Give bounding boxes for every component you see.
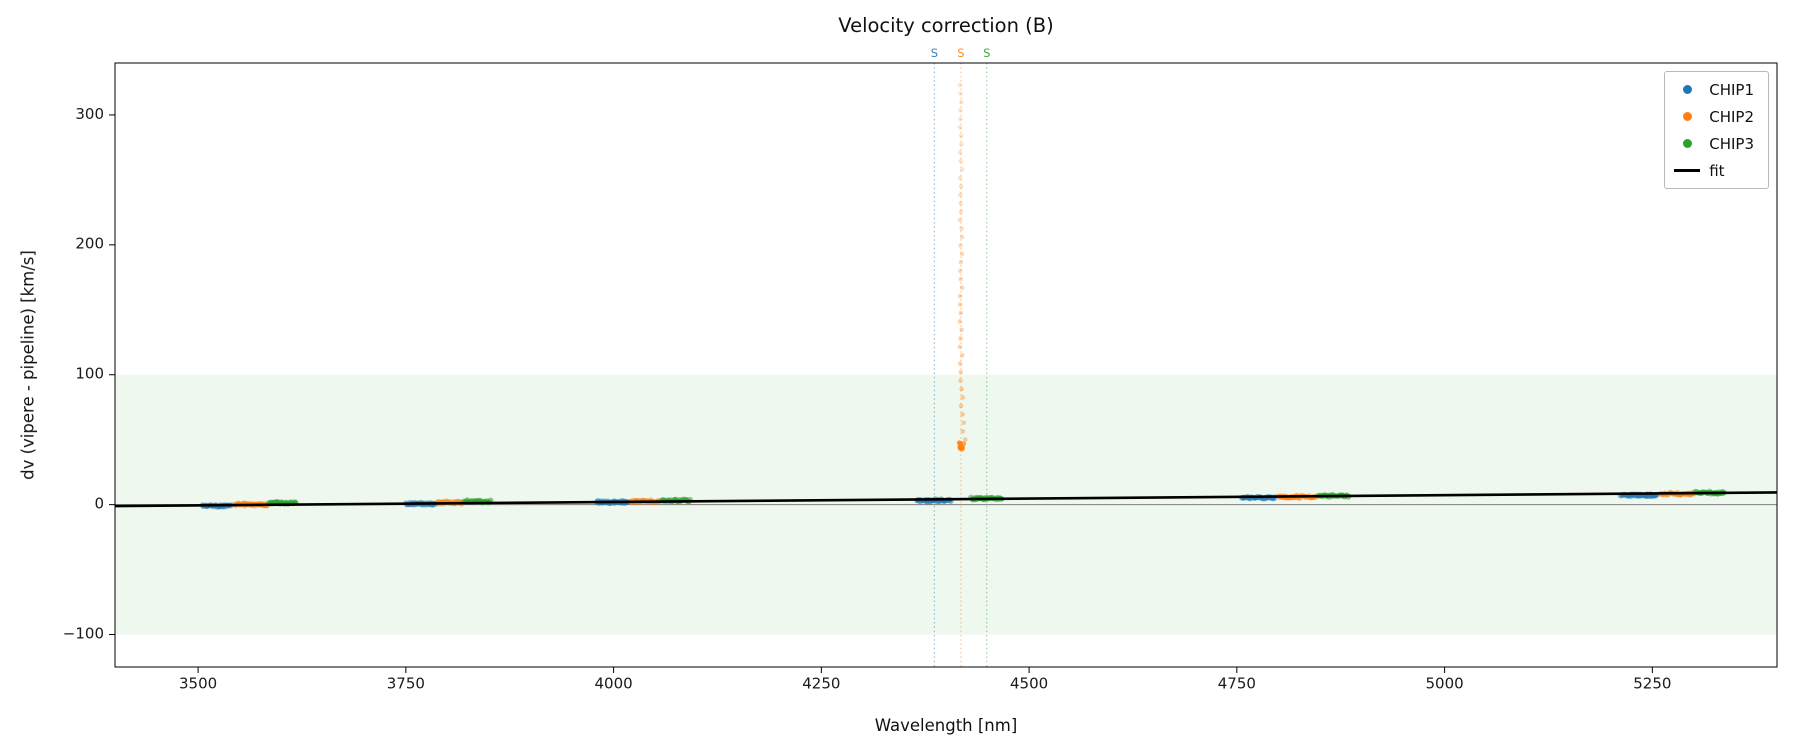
chip3-marker-icon <box>1682 139 1692 148</box>
legend-label-chip2: CHIP2 <box>1709 107 1754 126</box>
x-axis-label: Wavelength [nm] <box>874 716 1018 735</box>
legend-label-chip3: CHIP3 <box>1709 134 1754 153</box>
legend-label-fit: fit <box>1709 161 1725 180</box>
chip2-marker-icon <box>1682 112 1692 121</box>
legend: CHIP1 CHIP2 CHIP3 fit <box>1664 71 1769 189</box>
chart-title: Velocity correction (B) <box>838 14 1054 37</box>
legend-item-chip2: CHIP2 <box>1674 107 1754 126</box>
legend-item-fit: fit <box>1674 161 1754 180</box>
fit-line-marker-icon <box>1674 169 1701 172</box>
legend-label-chip1: CHIP1 <box>1709 80 1754 99</box>
legend-item-chip3: CHIP3 <box>1674 134 1754 153</box>
chip1-marker-icon <box>1682 85 1692 94</box>
legend-item-chip1: CHIP1 <box>1674 80 1754 99</box>
y-axis-label: dv (vipere - pipeline) [km/s] <box>18 250 38 480</box>
